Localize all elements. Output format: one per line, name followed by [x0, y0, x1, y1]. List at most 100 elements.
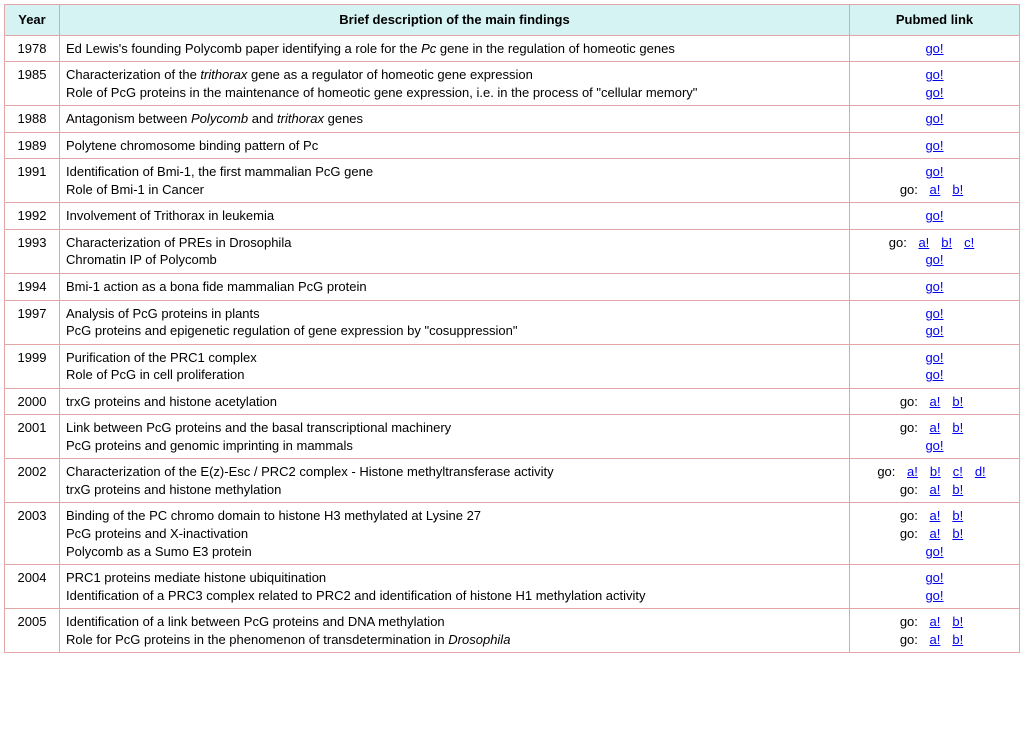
pubmed-go-label: go:	[900, 526, 922, 541]
italic-term: trithorax	[277, 111, 324, 126]
pubmed-go-link-b[interactable]: b!	[941, 235, 952, 250]
year-cell: 2001	[5, 415, 60, 459]
pubmed-link-line: go: a! b!	[856, 613, 1013, 631]
description-line: Role for PcG proteins in the phenomenon …	[66, 631, 843, 649]
pubmed-go-link[interactable]: go!	[925, 164, 943, 179]
pubmed-link-line: go!	[856, 278, 1013, 296]
pubmed-go-link-b[interactable]: b!	[952, 482, 963, 497]
pubmed-go-link[interactable]: go!	[925, 111, 943, 126]
pubmed-go-link-b[interactable]: b!	[930, 464, 941, 479]
pubmed-go-link[interactable]: go!	[925, 252, 943, 267]
pubmed-cell: go: a!b!	[850, 388, 1020, 415]
table-row: 2000trxG proteins and histone acetylatio…	[5, 388, 1020, 415]
pubmed-go-link-a[interactable]: a!	[930, 482, 941, 497]
pubmed-cell: go!	[850, 35, 1020, 62]
pubmed-link-line: go!	[856, 110, 1013, 128]
description-line: Role of PcG proteins in the maintenance …	[66, 84, 843, 102]
pubmed-link-line: go!	[856, 543, 1013, 561]
pubmed-go-link-c[interactable]: c!	[953, 464, 963, 479]
pubmed-go-link[interactable]: go!	[925, 570, 943, 585]
year-cell: 1991	[5, 159, 60, 203]
pubmed-cell: go: a!b!c!d!go: a!b!	[850, 459, 1020, 503]
pubmed-go-link[interactable]: go!	[925, 544, 943, 559]
description-line: Characterization of the trithorax gene a…	[66, 66, 843, 84]
pubmed-go-link-a[interactable]: a!	[930, 182, 941, 197]
pubmed-link-line: go: a!b!c!	[856, 234, 1013, 252]
pubmed-go-link[interactable]: go!	[925, 350, 943, 365]
pubmed-go-link[interactable]: go!	[925, 67, 943, 82]
description-line: Polycomb as a Sumo E3 protein	[66, 543, 843, 561]
pubmed-go-link-b[interactable]: b!	[952, 526, 963, 541]
year-cell: 1985	[5, 62, 60, 106]
year-cell: 1999	[5, 344, 60, 388]
year-cell: 1992	[5, 203, 60, 230]
pubmed-go-link-b[interactable]: b!	[952, 614, 963, 629]
pubmed-go-link-d[interactable]: d!	[975, 464, 986, 479]
pubmed-go-link[interactable]: go!	[925, 41, 943, 56]
pubmed-link-line: go: a! b!	[856, 525, 1013, 543]
italic-term: Polycomb	[191, 111, 248, 126]
finding-description: Characterization of the E(z)-Esc / PRC2 …	[60, 459, 850, 503]
finding-description: Bmi-1 action as a bona fide mammalian Pc…	[60, 274, 850, 301]
pubmed-go-link-a[interactable]: a!	[907, 464, 918, 479]
pubmed-go-link-b[interactable]: b!	[952, 508, 963, 523]
description-line: PRC1 proteins mediate histone ubiquitina…	[66, 569, 843, 587]
description-line: Chromatin IP of Polycomb	[66, 251, 843, 269]
pubmed-cell: go!	[850, 274, 1020, 301]
pubmed-cell: go: a! b! go!	[850, 415, 1020, 459]
pubmed-go-link-c[interactable]: c!	[964, 235, 974, 250]
italic-term: Pc	[421, 41, 436, 56]
pubmed-go-link[interactable]: go!	[925, 367, 943, 382]
pubmed-go-link-a[interactable]: a!	[930, 394, 941, 409]
pubmed-go-link-a[interactable]: a!	[930, 508, 941, 523]
pubmed-cell: go! go!	[850, 344, 1020, 388]
pubmed-link-line: go!	[856, 163, 1013, 181]
pubmed-go-link-b[interactable]: b!	[952, 632, 963, 647]
pubmed-go-label: go:	[900, 614, 922, 629]
table-row: 1991 Identification of Bmi-1, the first m…	[5, 159, 1020, 203]
pubmed-go-link-a[interactable]: a!	[930, 614, 941, 629]
pubmed-go-link-b[interactable]: b!	[952, 394, 963, 409]
finding-description: Ed Lewis's founding Polycomb paper ident…	[60, 35, 850, 62]
pubmed-go-label: go:	[900, 482, 922, 497]
year-cell: 2000	[5, 388, 60, 415]
pubmed-go-link-a[interactable]: a!	[930, 526, 941, 541]
description-line: Bmi-1 action as a bona fide mammalian Pc…	[66, 278, 843, 296]
year-cell: 1994	[5, 274, 60, 301]
pubmed-go-link[interactable]: go!	[925, 306, 943, 321]
pubmed-go-link[interactable]: go!	[925, 279, 943, 294]
pubmed-cell: go!	[850, 203, 1020, 230]
pubmed-link-line: go!	[856, 40, 1013, 58]
table-row: 1985 Characterization of the trithorax ge…	[5, 62, 1020, 106]
table-row: 1993Characterization of PREs in Drosophi…	[5, 229, 1020, 273]
pubmed-go-link[interactable]: go!	[925, 208, 943, 223]
pubmed-go-label: go:	[900, 508, 922, 523]
pubmed-go-link-b[interactable]: b!	[952, 420, 963, 435]
year-cell: 1988	[5, 106, 60, 133]
pubmed-cell: go!go: a!b!	[850, 159, 1020, 203]
description-line: Identification of a PRC3 complex related…	[66, 587, 843, 605]
pubmed-go-link-a[interactable]: a!	[918, 235, 929, 250]
pubmed-cell: go: a!b!c!go!	[850, 229, 1020, 273]
description-line: PcG proteins and X-inactivation	[66, 525, 843, 543]
pubmed-go-link[interactable]: go!	[925, 323, 943, 338]
italic-term: Drosophila	[448, 632, 510, 647]
pubmed-go-link-b[interactable]: b!	[952, 182, 963, 197]
pubmed-go-link[interactable]: go!	[925, 588, 943, 603]
pubmed-go-link-a[interactable]: a!	[930, 420, 941, 435]
table-row: 1989Polytene chromosome binding pattern …	[5, 132, 1020, 159]
pubmed-go-link[interactable]: go!	[925, 85, 943, 100]
finding-description: PRC1 proteins mediate histone ubiquitina…	[60, 565, 850, 609]
finding-description: trxG proteins and histone acetylation	[60, 388, 850, 415]
pubmed-link-line: go: a!b!c!d!	[856, 463, 1013, 481]
description-line: Analysis of PcG proteins in plants	[66, 305, 843, 323]
pubmed-go-label: go:	[900, 420, 922, 435]
year-cell: 2002	[5, 459, 60, 503]
description-line: Identification of Bmi-1, the first mamma…	[66, 163, 843, 181]
pubmed-go-link[interactable]: go!	[925, 138, 943, 153]
pubmed-go-link-a[interactable]: a!	[930, 632, 941, 647]
finding-description: Characterization of PREs in DrosophilaCh…	[60, 229, 850, 273]
col-pubmed-header: Pubmed link	[850, 5, 1020, 36]
pubmed-go-link[interactable]: go!	[925, 438, 943, 453]
description-line: Role of Bmi-1 in Cancer	[66, 181, 843, 199]
